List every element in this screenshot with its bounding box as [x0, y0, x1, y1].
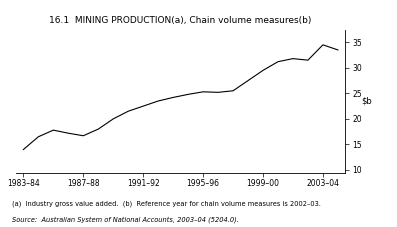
Text: Source:  Australian System of National Accounts, 2003–04 (5204.0).: Source: Australian System of National Ac…: [12, 217, 239, 223]
Y-axis label: $b: $b: [361, 96, 372, 106]
Title: 16.1  MINING PRODUCTION(a), Chain volume measures(b): 16.1 MINING PRODUCTION(a), Chain volume …: [50, 16, 312, 25]
Text: (a)  Industry gross value added.  (b)  Reference year for chain volume measures : (a) Industry gross value added. (b) Refe…: [12, 201, 321, 207]
